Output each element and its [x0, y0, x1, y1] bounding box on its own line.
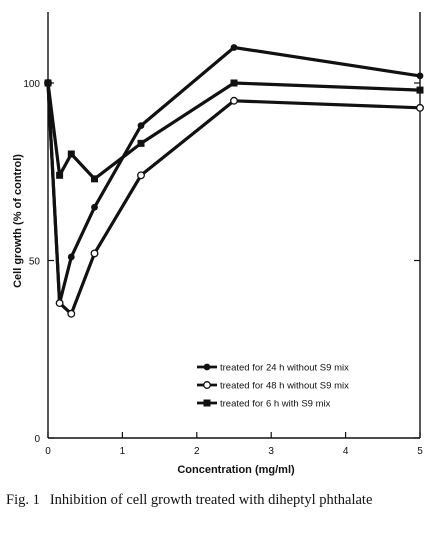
y-tick-label: 50 — [29, 257, 41, 268]
data-point — [91, 175, 98, 183]
series-2 — [44, 79, 424, 318]
data-point — [230, 96, 238, 105]
data-point — [55, 299, 64, 308]
data-point — [90, 249, 99, 258]
data-point — [67, 253, 75, 261]
legend-item: treated for 24 h without S9 mix — [197, 363, 349, 374]
data-point — [137, 171, 145, 180]
series-line — [46, 82, 421, 316]
legend-label: treated for 24 h without S9 mix — [220, 363, 349, 374]
legend-marker — [203, 381, 211, 389]
legend: treated for 24 h without S9 mix treated f… — [197, 363, 349, 410]
legend-label: treated for 48 h without S9 mix — [220, 381, 349, 392]
legend-marker — [203, 399, 211, 407]
x-tick-label: 2 — [194, 446, 200, 457]
data-point — [416, 86, 424, 94]
data-point — [230, 79, 238, 87]
figure-number: Fig. 1 — [6, 492, 40, 508]
data-point — [56, 171, 64, 179]
legend-item: treated for 6 h with S9 mix — [197, 399, 331, 410]
y-tick-label: 0 — [34, 434, 40, 445]
data-point — [416, 72, 424, 80]
x-tick-label: 4 — [343, 446, 349, 457]
data-point — [137, 139, 145, 147]
legend-item: treated for 48 h without S9 mix — [197, 381, 349, 392]
figure-caption-text: Inhibition of cell growth treated with d… — [49, 492, 373, 508]
y-tick-label: 100 — [23, 79, 40, 90]
data-point — [91, 203, 98, 211]
data-point — [67, 150, 75, 158]
data-point — [137, 122, 145, 129]
data-point — [44, 79, 52, 87]
y-axis-title: Cell growth (% of control) — [12, 154, 24, 288]
x-tick-label: 5 — [417, 446, 423, 457]
legend-label: treated for 6 h with S9 mix — [220, 399, 331, 410]
x-tick-label: 0 — [45, 446, 51, 457]
data-point — [230, 44, 238, 51]
figure-caption: Fig. 1 Inhibition of cell growth treated… — [6, 492, 426, 509]
series-group — [44, 44, 424, 318]
series-3 — [44, 79, 424, 183]
x-axis-title: Concentration (mg/ml) — [177, 464, 295, 476]
x-tick-label: 3 — [268, 446, 274, 457]
data-point — [67, 309, 76, 318]
x-tick-label: 1 — [120, 446, 126, 457]
data-point — [416, 103, 424, 112]
legend-marker — [203, 363, 211, 371]
